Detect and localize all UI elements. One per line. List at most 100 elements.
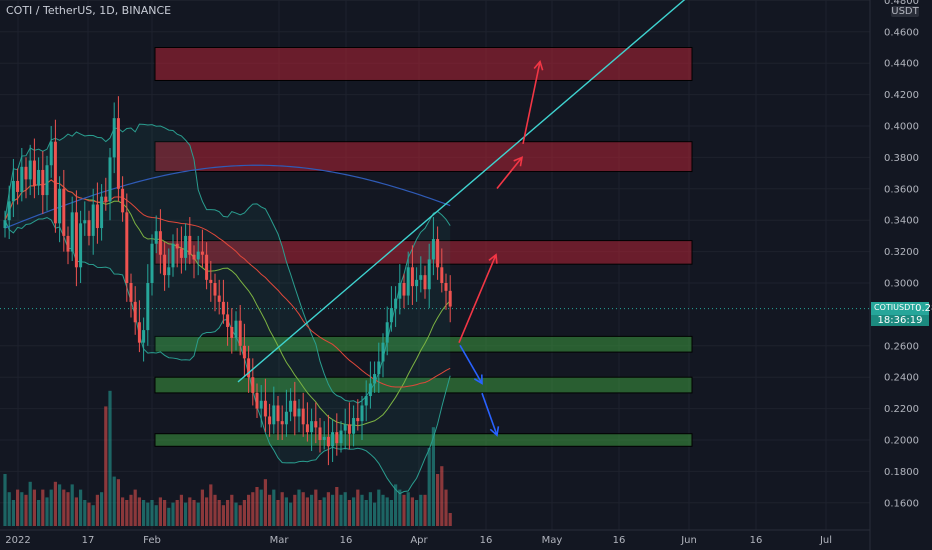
candle-body	[347, 424, 351, 434]
resistance-zone[interactable]	[154, 47, 693, 81]
bullish-arrow-1[interactable]	[458, 254, 497, 343]
volume-bar	[356, 489, 360, 526]
candle-body	[74, 212, 78, 268]
candle-body	[49, 141, 53, 166]
time-tick-label: May	[542, 535, 563, 546]
time-tick-label: Mar	[270, 535, 290, 546]
volume-bar	[24, 494, 28, 526]
volume-bar	[11, 500, 15, 526]
support-zone[interactable]	[154, 433, 693, 447]
volume-bar	[423, 494, 427, 526]
volume-bar	[121, 497, 125, 526]
volume-bar	[150, 500, 154, 526]
volume-bar	[205, 497, 209, 526]
candle-body	[87, 220, 91, 236]
candle-body	[226, 314, 230, 327]
volume-bar	[209, 484, 213, 526]
candle-body	[125, 212, 129, 283]
candle-body	[423, 275, 427, 290]
volume-bar	[95, 494, 99, 526]
candle-body	[263, 400, 267, 417]
candle-body	[238, 320, 242, 346]
volume-bar	[7, 492, 11, 526]
volume-bar	[398, 489, 402, 526]
price-tick-label: 0.4600	[884, 27, 919, 38]
candle-body	[440, 267, 444, 283]
volume-bar	[314, 489, 318, 526]
bullish-arrow-3[interactable]	[522, 61, 541, 145]
candle-body	[95, 204, 99, 229]
price-axis[interactable]	[870, 0, 932, 550]
zones	[154, 47, 693, 447]
candle-body	[32, 160, 36, 186]
candle-body	[381, 342, 385, 362]
support-zone[interactable]	[154, 335, 693, 353]
volume-bar	[431, 427, 435, 526]
volume-bar	[62, 489, 66, 526]
time-axis[interactable]	[0, 530, 870, 550]
candle-body	[331, 432, 335, 447]
candle-body	[322, 436, 326, 440]
bearish-arrow-2-head	[489, 426, 500, 437]
volume-bar	[83, 500, 87, 526]
volume-bar	[339, 494, 343, 526]
volume-bar	[20, 492, 24, 526]
bearish-arrow-1[interactable]	[459, 344, 483, 384]
candle-body	[314, 421, 318, 428]
bullish-arrow-1-head	[488, 253, 498, 264]
volume-bar	[108, 390, 112, 526]
volume-bar	[402, 494, 406, 526]
candle-body	[406, 267, 410, 296]
candle-body	[247, 358, 251, 378]
candle-body	[184, 235, 188, 258]
volume-bar	[322, 497, 326, 526]
volume-bar	[280, 492, 284, 526]
candle-body	[7, 201, 11, 221]
candle-body	[146, 283, 150, 331]
candle-body	[175, 243, 179, 249]
time-tick-label: 16	[340, 535, 353, 546]
support-zone[interactable]	[154, 376, 693, 394]
volume-bar	[37, 500, 41, 526]
time-tick-label: Apr	[410, 535, 428, 546]
candle-body	[297, 408, 301, 417]
volume-bar	[45, 497, 49, 526]
volume-bar	[326, 492, 330, 526]
price-tick-label: 0.4000	[884, 122, 919, 133]
price-tick-label: 0.4200	[884, 90, 919, 101]
bearish-arrow-2[interactable]	[481, 392, 498, 436]
volume-bar	[394, 484, 398, 526]
volume-bar	[331, 494, 335, 526]
candle-body	[230, 326, 234, 338]
volume-bar	[66, 492, 70, 526]
candle-body	[104, 196, 108, 202]
volume-bar	[385, 497, 389, 526]
candle-body	[268, 416, 272, 425]
trendline[interactable]	[237, 0, 702, 383]
resistance-zone[interactable]	[154, 240, 693, 265]
candlesticks	[3, 96, 452, 466]
volume-bar	[28, 481, 32, 526]
candle-body	[116, 118, 120, 189]
candle-body	[364, 396, 368, 406]
candle-body	[200, 251, 204, 255]
volume-bar	[100, 492, 104, 526]
candle-body	[293, 400, 297, 417]
candle-body	[45, 165, 49, 196]
bullish-arrow-2[interactable]	[496, 156, 523, 189]
candle-body	[100, 196, 104, 229]
volume-bar	[116, 479, 120, 526]
candle-body	[91, 204, 95, 236]
volume-bar	[305, 497, 309, 526]
time-tick-label: Feb	[143, 535, 161, 546]
volume-bar	[200, 489, 204, 526]
volume-bar	[444, 489, 448, 526]
volume-bar	[360, 494, 364, 526]
volume-bar	[112, 476, 116, 526]
candle-body	[150, 243, 154, 283]
resistance-zone[interactable]	[154, 141, 693, 173]
price-tick-label: 0.3200	[884, 247, 919, 258]
volume-bar	[297, 489, 301, 526]
volume-bar	[192, 500, 196, 526]
